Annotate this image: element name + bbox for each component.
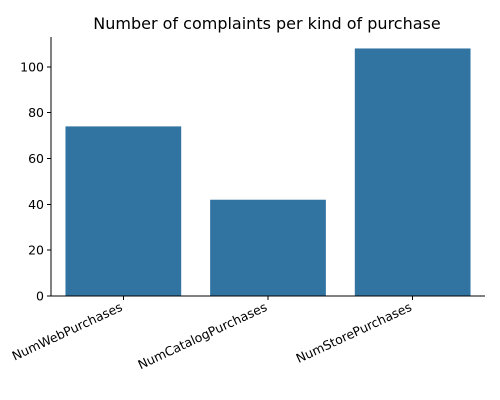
y-tick-label: 60 bbox=[28, 151, 44, 166]
x-axis: NumWebPurchases NumCatalogPurchases NumSto… bbox=[10, 295, 485, 372]
y-tick-label: 100 bbox=[20, 59, 44, 74]
bar-NumWebPurchases bbox=[65, 126, 182, 296]
y-tick-label: 40 bbox=[28, 197, 44, 212]
chart-title: Number of complaints per kind of purchas… bbox=[93, 14, 440, 33]
y-tick-label: 20 bbox=[28, 243, 44, 258]
y-tick-label: 0 bbox=[36, 289, 44, 304]
bar-NumCatalogPurchases bbox=[210, 199, 326, 296]
y-tick-label: 80 bbox=[28, 105, 44, 120]
x-tick-label: NumStorePurchases bbox=[294, 299, 414, 366]
x-tick-label: NumWebPurchases bbox=[10, 299, 125, 363]
bar-NumStorePurchases bbox=[354, 48, 471, 297]
y-axis: 0 20 40 60 80 100 bbox=[20, 37, 52, 304]
bars-group bbox=[65, 48, 471, 297]
x-tick-label: NumCatalogPurchases bbox=[135, 299, 269, 372]
